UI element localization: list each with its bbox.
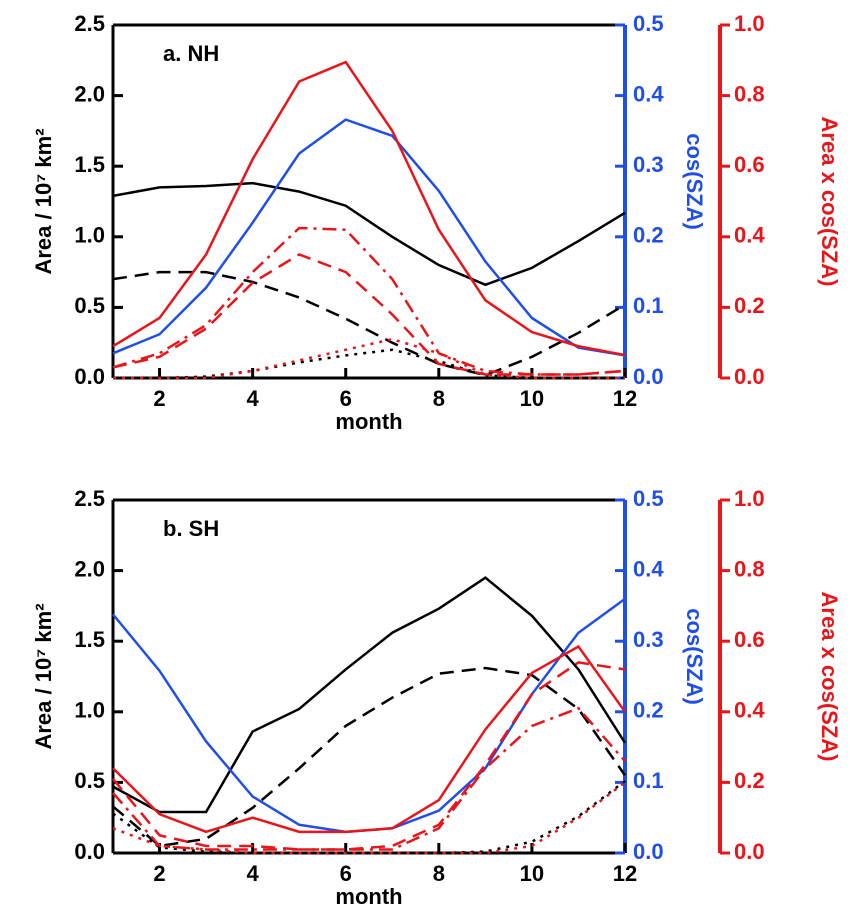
y-axis-label: Area / 10⁷ km²: [31, 603, 56, 749]
series-line: [112, 781, 626, 855]
series-line: [112, 118, 626, 357]
y-tick-label: 1.5: [74, 627, 105, 652]
y-tick-label: 1.0: [74, 698, 105, 723]
x-axis-label: month: [335, 884, 402, 909]
y2-tick-label: 0.0: [633, 364, 664, 389]
y2-tick-label: 0.3: [633, 627, 664, 652]
y3-axis-label: Area x cos(SZA): [817, 117, 842, 287]
y2-axis-label: cos(SZA): [682, 133, 707, 230]
annotation: a. NH: [163, 41, 219, 66]
y2-tick-label: 0.2: [633, 698, 664, 723]
y3-tick-label: 0.0: [734, 364, 765, 389]
x-axis-label: month: [335, 409, 402, 434]
y-tick-label: 0.5: [74, 293, 105, 318]
y2-tick-label: 0.1: [633, 293, 664, 318]
x-tick-label: 10: [520, 386, 544, 411]
y-tick-label: 1.5: [74, 152, 105, 177]
annotation: b. SH: [163, 516, 219, 541]
y2-tick-label: 0.2: [633, 223, 664, 248]
y2-tick-label: 0.1: [633, 768, 664, 793]
y2-axis-label: cos(SZA): [682, 608, 707, 705]
y-tick-label: 0.0: [74, 364, 105, 389]
series-line: [112, 226, 626, 376]
y3-axis-label: Area x cos(SZA): [817, 592, 842, 762]
x-tick-label: 10: [520, 861, 544, 886]
y3-tick-label: 0.8: [734, 81, 765, 106]
y3-tick-label: 0.6: [734, 152, 765, 177]
series-line: [112, 253, 626, 376]
series-line: [112, 181, 626, 287]
series-line: [112, 661, 626, 851]
series-line: [112, 270, 626, 377]
y2-tick-label: 0.4: [633, 556, 664, 581]
y3-tick-label: 0.8: [734, 556, 765, 581]
series-line: [112, 60, 626, 357]
x-tick-label: 8: [433, 861, 445, 886]
y2-tick-label: 0.4: [633, 81, 664, 106]
y3-tick-label: 0.6: [734, 627, 765, 652]
y2-tick-label: 0.0: [633, 839, 664, 864]
y-tick-label: 0.0: [74, 839, 105, 864]
x-tick-label: 2: [153, 386, 165, 411]
x-tick-label: 6: [340, 386, 352, 411]
x-tick-label: 2: [153, 861, 165, 886]
x-tick-label: 12: [613, 386, 637, 411]
y3-tick-label: 0.4: [734, 698, 765, 723]
y3-tick-label: 0.0: [734, 839, 765, 864]
y-tick-label: 2.5: [74, 11, 105, 36]
x-tick-label: 8: [433, 386, 445, 411]
y2-tick-label: 0.5: [633, 486, 664, 511]
series-line: [113, 348, 625, 380]
y3-tick-label: 1.0: [734, 486, 765, 511]
y2-tick-label: 0.3: [633, 152, 664, 177]
y3-tick-label: 0.4: [734, 223, 765, 248]
y-tick-label: 2.0: [74, 556, 105, 581]
series-line: [113, 337, 625, 380]
y2-tick-label: 0.5: [633, 11, 664, 36]
x-tick-label: 6: [340, 861, 352, 886]
y-tick-label: 0.5: [74, 768, 105, 793]
series-line: [112, 576, 627, 814]
y3-tick-label: 1.0: [734, 11, 765, 36]
x-tick-label: 4: [247, 861, 260, 886]
y-tick-label: 1.0: [74, 223, 105, 248]
y3-tick-label: 0.2: [734, 293, 765, 318]
x-tick-label: 12: [613, 861, 637, 886]
series-line: [112, 706, 626, 851]
series-line: [112, 644, 627, 834]
y-tick-label: 2.0: [74, 81, 105, 106]
y-tick-label: 2.5: [74, 486, 105, 511]
x-tick-label: 4: [247, 386, 260, 411]
series-line: [112, 666, 627, 848]
y3-tick-label: 0.2: [734, 768, 765, 793]
y-axis-label: Area / 10⁷ km²: [31, 128, 56, 274]
